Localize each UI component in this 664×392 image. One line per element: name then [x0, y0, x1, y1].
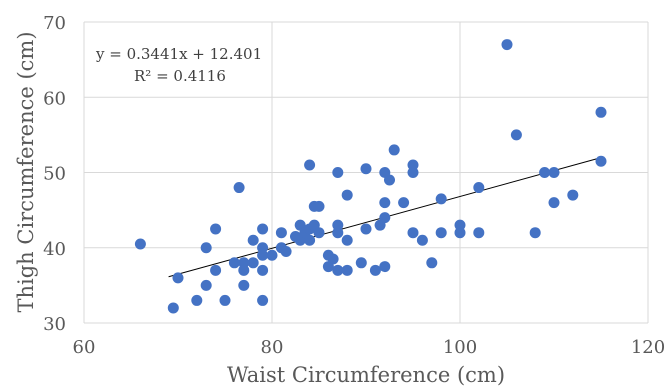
data-point [388, 144, 400, 156]
data-point [313, 200, 325, 212]
data-point [379, 197, 391, 209]
x-tick-label: 80 [261, 337, 284, 358]
data-point [407, 159, 419, 171]
data-point [355, 257, 367, 269]
data-point [257, 223, 269, 235]
data-point [210, 264, 222, 276]
data-point [379, 212, 391, 224]
y-tick-label: 30 [43, 314, 66, 335]
data-point [233, 182, 245, 194]
data-point [595, 106, 607, 118]
data-point [304, 159, 316, 171]
r-squared-label: R² = 0.4116 [134, 67, 226, 85]
data-point [548, 167, 560, 178]
data-point [473, 227, 485, 239]
data-point [257, 264, 269, 276]
data-point [473, 182, 485, 194]
data-point [426, 257, 438, 269]
x-axis-title: Waist Circumference (cm) [227, 363, 505, 387]
data-point [454, 219, 466, 231]
data-point [257, 242, 269, 254]
data-point [219, 294, 231, 306]
data-point [257, 294, 269, 306]
data-point [167, 302, 179, 314]
data-point [595, 155, 607, 167]
y-tick-label: 70 [43, 13, 66, 34]
data-point [200, 242, 212, 254]
y-axis-title: Thigh Circumference (cm) [14, 31, 38, 312]
y-tick-label: 50 [43, 164, 66, 185]
y-tick-label: 40 [43, 239, 66, 260]
data-point [369, 264, 381, 276]
trendline-equation: y = 0.3441x + 12.401 [95, 45, 262, 63]
data-point [238, 264, 250, 276]
data-point [247, 257, 259, 269]
data-point [435, 193, 447, 205]
data-point [332, 167, 344, 178]
data-point [332, 219, 344, 231]
data-point [384, 174, 395, 186]
data-point [548, 197, 560, 209]
x-tick-label: 60 [73, 337, 96, 358]
data-point [341, 189, 353, 201]
data-point [567, 189, 579, 201]
data-point [228, 257, 240, 269]
data-point [501, 39, 513, 51]
data-point [327, 253, 339, 265]
data-point [247, 234, 259, 246]
data-point [280, 246, 292, 258]
data-point [191, 294, 203, 306]
data-point [416, 234, 428, 246]
data-point [304, 234, 316, 246]
data-point [379, 261, 391, 273]
data-point [341, 264, 353, 276]
data-point [172, 272, 184, 284]
data-point [275, 227, 287, 239]
data-point [360, 163, 372, 175]
data-point [200, 279, 212, 291]
data-point [398, 197, 410, 209]
data-point [454, 227, 466, 239]
data-point [360, 223, 372, 235]
y-tick-label: 60 [43, 88, 66, 109]
x-tick-label: 100 [443, 337, 477, 358]
data-point [332, 264, 344, 276]
data-point [238, 257, 250, 269]
data-point [435, 227, 447, 239]
data-point [313, 227, 325, 239]
data-points [134, 39, 607, 314]
data-point [539, 167, 551, 178]
data-point [529, 227, 541, 239]
x-tick-label: 120 [631, 337, 664, 358]
data-point [407, 227, 419, 239]
data-point [510, 129, 522, 141]
tick-labels: 30 40 50 60 70 60 80 100 120 [43, 13, 664, 358]
data-point [134, 238, 146, 250]
data-point [257, 249, 269, 261]
data-point [210, 223, 222, 235]
data-point [238, 279, 250, 291]
data-point [407, 167, 419, 178]
data-point [332, 227, 344, 239]
data-point [341, 234, 353, 246]
data-point [266, 249, 278, 261]
